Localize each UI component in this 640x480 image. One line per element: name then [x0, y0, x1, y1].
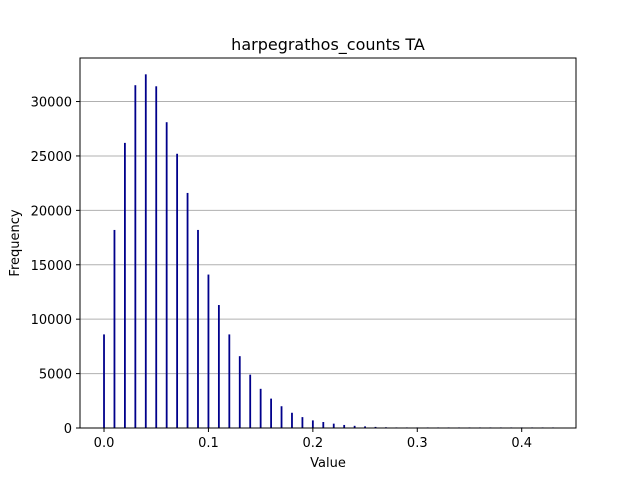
bar: [165, 122, 168, 429]
x-axis-label: Value: [310, 456, 346, 471]
bar: [176, 153, 179, 428]
y-tick-label: 20000: [31, 204, 72, 219]
bar: [249, 374, 252, 428]
bar: [217, 305, 220, 428]
x-axis-ticks: 0.0 0.1 0.2 0.3 0.4: [94, 428, 532, 451]
y-tick-label: 15000: [31, 259, 72, 274]
bar: [155, 86, 158, 428]
bar: [322, 422, 325, 428]
bar: [280, 406, 283, 428]
bar: [270, 398, 272, 428]
plot-area: [80, 58, 576, 428]
x-tick-label: 0.3: [407, 436, 428, 451]
bar: [311, 420, 314, 428]
x-tick-label: 0.1: [198, 436, 219, 451]
bar: [238, 356, 241, 428]
x-tick-label: 0.4: [511, 436, 532, 451]
y-tick-label: 30000: [31, 96, 72, 111]
bar: [364, 426, 366, 428]
bar: [332, 423, 335, 428]
bar: [144, 74, 147, 428]
bar: [197, 229, 199, 428]
bars: [103, 74, 554, 429]
y-axis-ticks: 0 5000 10000 15000 20000 25000 30000: [31, 96, 80, 437]
bar: [124, 142, 126, 428]
x-tick-label: 0.0: [94, 436, 115, 451]
y-tick-label: 0: [64, 422, 72, 437]
bar: [103, 334, 105, 428]
bar: [343, 424, 346, 428]
bar: [186, 192, 189, 428]
bar: [113, 229, 116, 428]
bar: [134, 85, 137, 429]
plot-frame: [79, 57, 577, 429]
bar: [259, 388, 262, 428]
y-axis-label: Frequency: [8, 209, 23, 276]
y-tick-label: 10000: [31, 313, 72, 328]
bar: [291, 412, 293, 428]
bar: [374, 426, 377, 428]
y-tick-label: 25000: [31, 150, 72, 165]
y-tick-label: 5000: [39, 368, 72, 383]
gridlines: [80, 101, 576, 375]
bar: [207, 274, 210, 428]
x-tick-label: 0.2: [303, 436, 324, 451]
bar: [228, 334, 231, 428]
bar: [301, 417, 304, 428]
bar: [353, 425, 356, 428]
chart-title: harpegrathos_counts TA: [231, 35, 425, 55]
